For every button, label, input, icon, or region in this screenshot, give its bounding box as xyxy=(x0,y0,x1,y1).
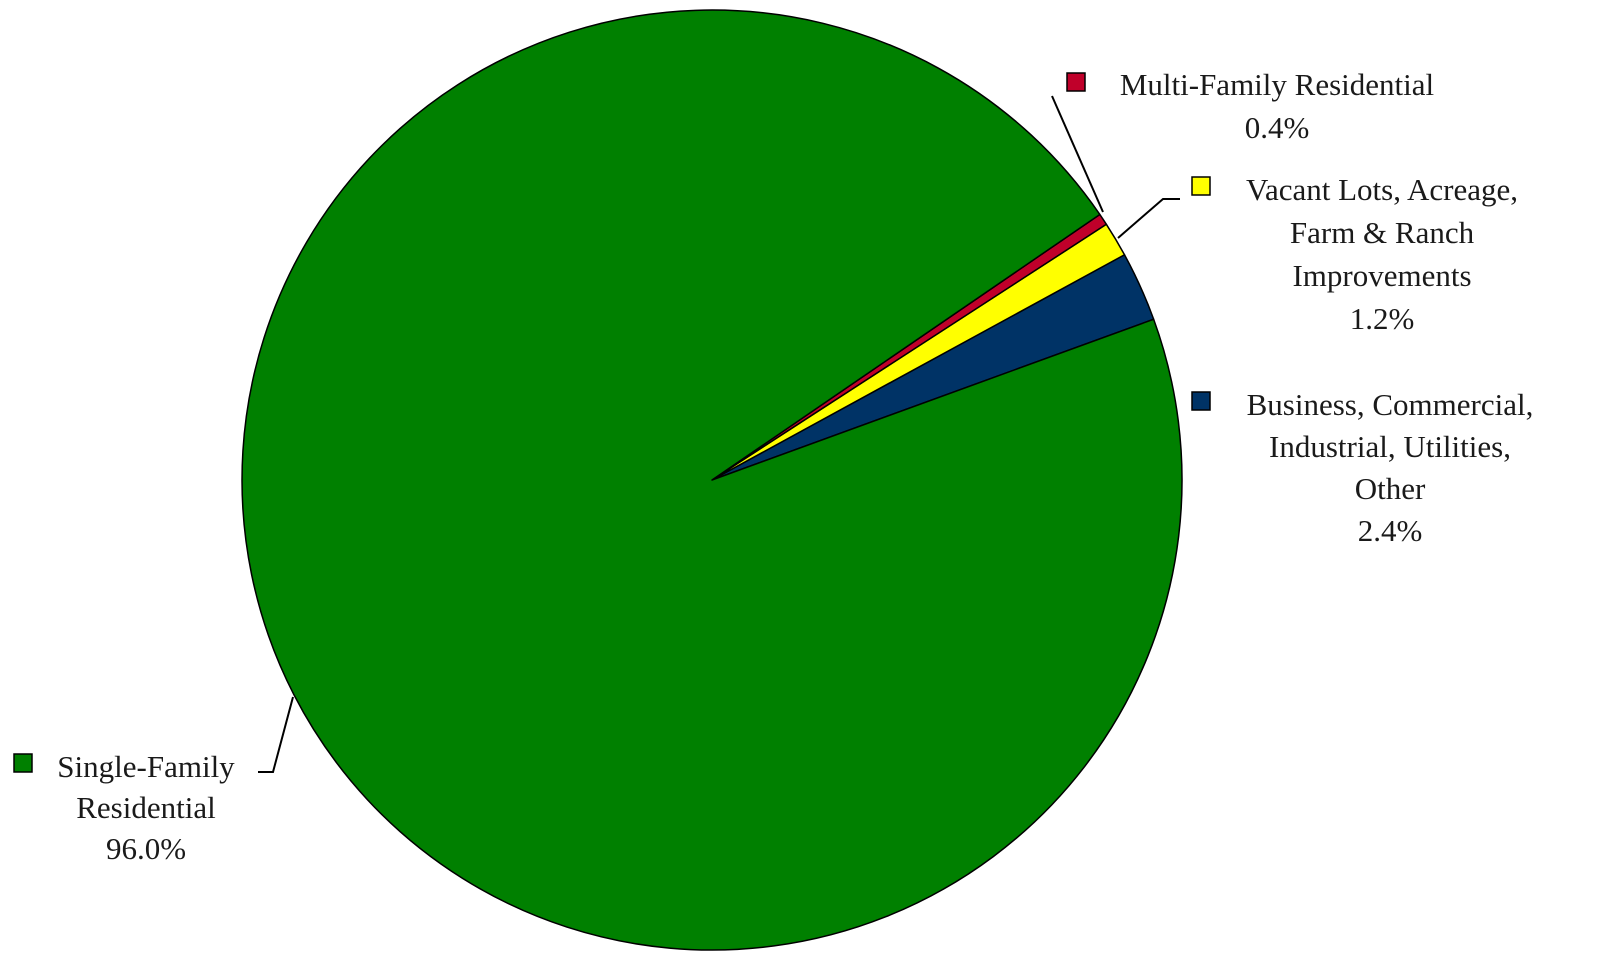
leader-line-single-family-residential xyxy=(258,696,294,773)
slice-value-label-single-family-residential: 96.0% xyxy=(106,831,186,866)
leader-lines xyxy=(258,95,1180,773)
slice-label-business-commercial-industrial-utilities-other: Business, Commercial, xyxy=(1247,387,1534,422)
slice-value-label-multi-family-residential: 0.4% xyxy=(1245,110,1310,145)
slice-label-multi-family-residential: Multi-Family Residential xyxy=(1120,67,1434,102)
slice-label-business-commercial-industrial-utilities-other: Other xyxy=(1355,471,1426,506)
legend-swatch-vacant-lots-acreage-farm-and-ranch-improvements xyxy=(1191,176,1211,196)
leader-line-multi-family-residential xyxy=(1051,95,1104,213)
slice-label-business-commercial-industrial-utilities-other: Industrial, Utilities, xyxy=(1269,429,1511,464)
slice-label-vacant-lots-acreage-farm-and-ranch-improvements: Improvements xyxy=(1292,258,1471,293)
slice-label-vacant-lots-acreage-farm-and-ranch-improvements: Vacant Lots, Acreage, xyxy=(1246,172,1518,207)
slice-value-label-business-commercial-industrial-utilities-other: 2.4% xyxy=(1358,513,1423,548)
slice-labels: Business, Commercial, Industrial, Utiliti… xyxy=(13,67,1534,866)
leader-line-vacant-lots-acreage-farm-and-ranch-improvements xyxy=(1117,198,1180,239)
slice-label-single-family-residential: Residential xyxy=(76,790,215,825)
pie-slice-single-family-residential xyxy=(241,9,1183,951)
legend-swatch-multi-family-residential xyxy=(1066,72,1086,92)
pie-slices xyxy=(241,9,1183,951)
legend-swatch-single-family-residential xyxy=(13,753,33,773)
slice-label-single-family-residential: Single-Family xyxy=(57,749,235,784)
slice-label-vacant-lots-acreage-farm-and-ranch-improvements: Farm & Ranch xyxy=(1290,215,1475,250)
legend-swatch-business-commercial-industrial-utilities-other xyxy=(1191,391,1211,411)
slice-value-label-vacant-lots-acreage-farm-and-ranch-improvements: 1.2% xyxy=(1350,301,1415,336)
